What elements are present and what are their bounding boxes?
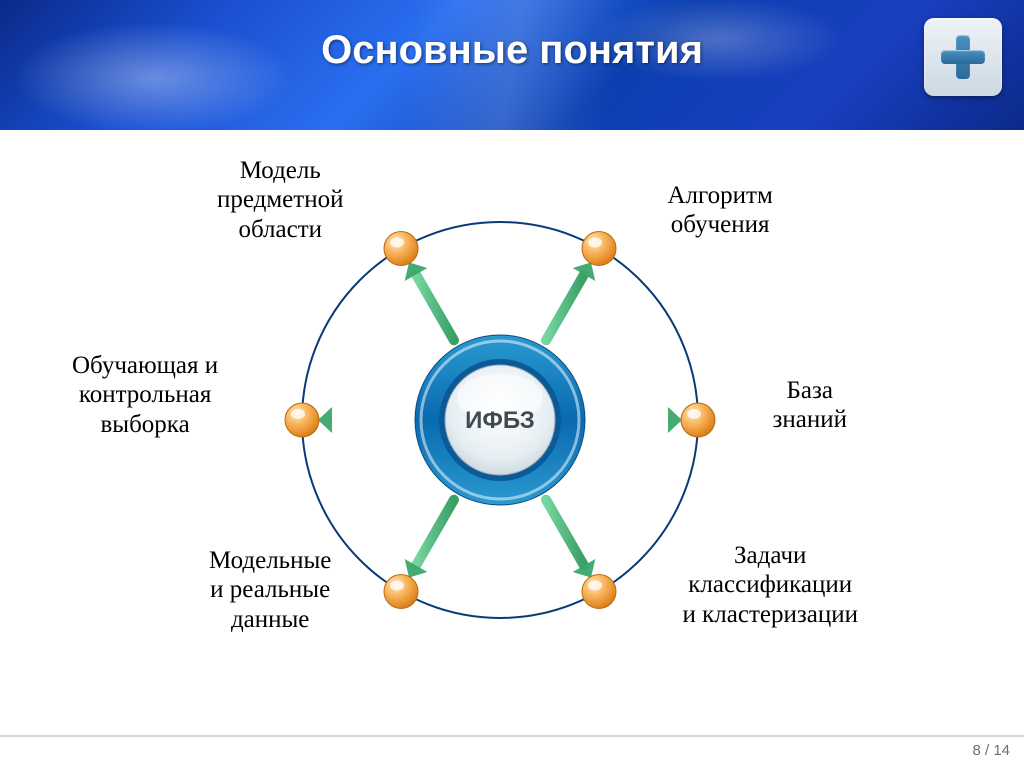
orbit-node [582, 232, 616, 266]
arrow-head [668, 407, 682, 433]
slide-header: Основные понятия [0, 0, 1024, 130]
arrow-shaft [416, 500, 454, 566]
concept-label: База знаний [773, 376, 848, 435]
page-separator: / [981, 742, 994, 759]
slide-title: Основные понятия [0, 28, 1024, 73]
page-number: 8 / 14 [972, 742, 1010, 759]
concept-label: Модель предметной области [217, 156, 343, 245]
arrow-head [318, 407, 332, 433]
orbit-node [384, 232, 418, 266]
orbit-node [681, 403, 715, 437]
medical-plus-icon [924, 18, 1002, 96]
orbit-node [384, 574, 418, 608]
radial-diagram: ИФБЗ Модель предметной области Алгоритм о… [0, 130, 1024, 740]
hub: ИФБЗ [415, 335, 585, 505]
concept-label: Модельные и реальные данные [209, 546, 331, 635]
hub-label: ИФБЗ [465, 407, 535, 434]
page-total: 14 [993, 742, 1010, 759]
arrow-shaft [546, 275, 584, 341]
footer-divider [0, 735, 1024, 737]
orbit-node [285, 403, 319, 437]
concept-label: Задачи классификации и кластеризации [683, 541, 858, 630]
arrow-shaft [546, 500, 584, 566]
page-current: 8 [972, 742, 980, 759]
arrow-shaft [416, 275, 454, 341]
concept-label: Алгоритм обучения [668, 181, 773, 240]
orbit-node [582, 574, 616, 608]
concept-label: Обучающая и контрольная выборка [72, 351, 218, 440]
